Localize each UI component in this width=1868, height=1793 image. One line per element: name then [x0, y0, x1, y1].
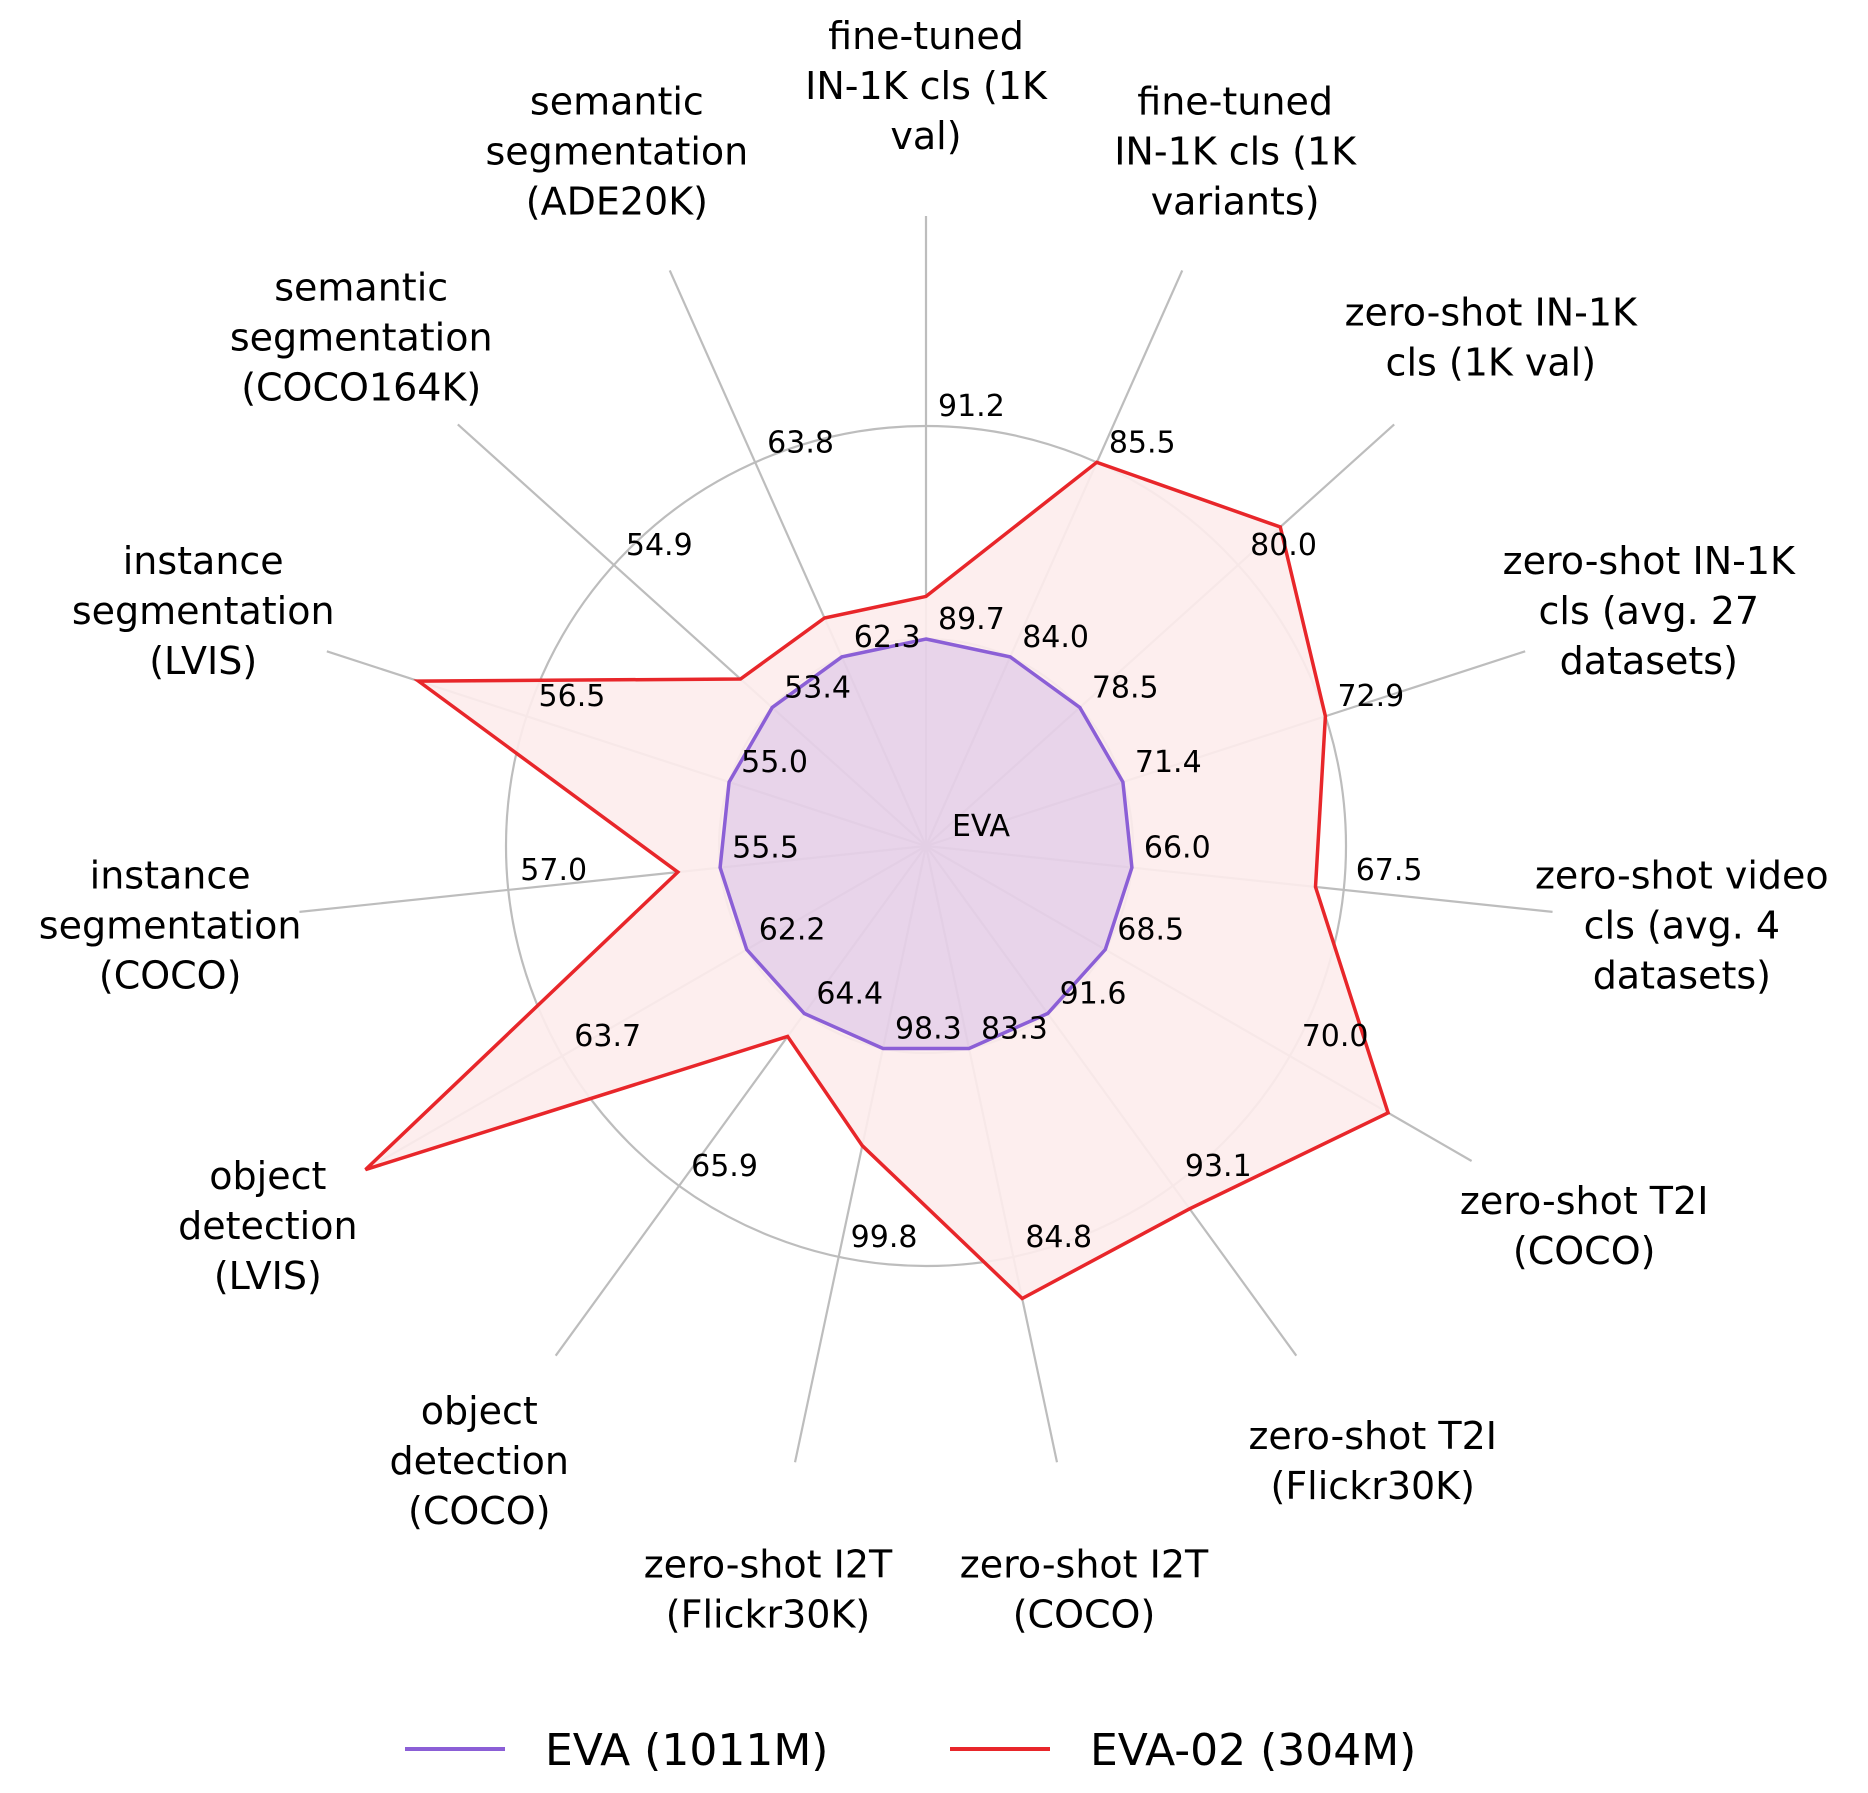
tick-label-outer-5: 67.5: [1356, 853, 1423, 888]
axis-label-10: object detection (COCO): [390, 1389, 569, 1533]
axis-label-line: (COCO): [1013, 1592, 1156, 1636]
axis-label-line: cls (avg. 27: [1539, 589, 1760, 633]
tick-label-inner-2: 84.0: [1022, 620, 1089, 655]
axis-label-line: zero-shot video: [1535, 853, 1829, 897]
axis-label-line: (COCO164K): [241, 365, 481, 409]
tick-label-outer-2: 85.5: [1109, 425, 1176, 460]
axis-label-line: object: [209, 1154, 326, 1198]
tick-label-outer-15: 63.8: [767, 425, 834, 460]
center-label: EVA: [952, 809, 1011, 844]
tick-label-outer-7: 93.1: [1185, 1149, 1252, 1184]
tick-label-outer-8: 84.8: [1025, 1220, 1092, 1255]
tick-label-inner-7: 91.6: [1060, 976, 1127, 1011]
tick-label-outer-4: 72.9: [1337, 679, 1404, 714]
tick-label-outer-1: 91.2: [938, 389, 1005, 424]
tick-label-inner-3: 78.5: [1092, 670, 1159, 705]
axis-label-line: zero-shot IN-1K: [1345, 290, 1638, 334]
axis-label-line: semantic: [274, 265, 448, 309]
tick-label-outer-3: 80.0: [1250, 528, 1317, 563]
tick-label-inner-13: 55.0: [741, 745, 808, 780]
tick-label-outer-12: 57.0: [520, 853, 587, 888]
axis-label-7: zero-shot T2I (Flickr30K): [1248, 1414, 1496, 1508]
axis-label-line: zero-shot T2I: [1460, 1179, 1708, 1223]
axis-label-line: val): [890, 114, 961, 158]
axis-label-line: semantic: [530, 80, 704, 124]
axis-label-line: object: [421, 1389, 538, 1433]
tick-label-inner-6: 68.5: [1117, 913, 1184, 948]
tick-label-inner-5: 66.0: [1144, 831, 1211, 866]
axis-label-13: instance segmentation (LVIS): [72, 539, 335, 683]
axis-label-line: detection: [390, 1439, 569, 1483]
axis-label-line: segmentation: [230, 315, 493, 359]
axis-label-line: (COCO): [408, 1489, 551, 1533]
tick-label-inner-10: 64.4: [816, 976, 883, 1011]
legend: EVA (1011M) EVA-02 (304M): [405, 1725, 1416, 1776]
axis-label-15: semantic segmentation (ADE20K): [485, 80, 748, 224]
axis-label-2: fine-tuned IN-1K cls (1K variants): [1114, 80, 1357, 224]
legend-label-eva02: EVA-02 (304M): [1090, 1725, 1416, 1776]
series-line-eva02: [364, 460, 1391, 1301]
tick-label-outer-10: 65.9: [691, 1149, 758, 1184]
legend-label-eva: EVA (1011M): [545, 1725, 828, 1776]
tick-label-outer-13: 56.5: [539, 679, 606, 714]
axis-label-line: cls (1K val): [1386, 340, 1596, 384]
tick-label-inner-14: 53.4: [784, 670, 851, 705]
axis-label-line: (COCO): [99, 953, 242, 997]
axis-label-line: segmentation: [39, 903, 302, 947]
axis-label-4: zero-shot IN-1K cls (avg. 27 datasets): [1503, 539, 1796, 683]
tick-label-inner-11: 62.2: [759, 913, 826, 948]
axis-label-1: fine-tuned IN-1K cls (1K val): [805, 14, 1048, 158]
radar-axis-labels: fine-tuned IN-1K cls (1K val) fine-tuned IN-…: [39, 14, 1829, 1636]
axis-label-line: IN-1K cls (1K: [1114, 130, 1357, 174]
tick-label-inner-1: 89.7: [938, 602, 1005, 637]
radar-tick-labels: 89.7 91.2 84.0 85.5 78.5 80.0 71.4 72.9 66.0 67.5…: [520, 389, 1422, 1255]
axis-label-line: (COCO): [1513, 1229, 1656, 1273]
axis-label-14: semantic segmentation (COCO164K): [230, 265, 493, 409]
series-area-eva02: [365, 462, 1389, 1299]
axis-label-line: segmentation: [72, 589, 335, 633]
axis-label-6: zero-shot T2I (COCO): [1460, 1179, 1708, 1273]
tick-label-inner-9: 98.3: [895, 1011, 962, 1046]
axis-label-line: fine-tuned: [1137, 80, 1333, 124]
axis-label-3: zero-shot IN-1K cls (1K val): [1345, 290, 1638, 384]
axis-label-line: fine-tuned: [828, 14, 1024, 58]
axis-label-line: zero-shot IN-1K: [1503, 539, 1796, 583]
axis-label-line: datasets): [1560, 639, 1738, 683]
axis-label-line: datasets): [1593, 953, 1771, 997]
axis-label-11: object detection (LVIS): [178, 1154, 357, 1298]
axis-label-line: segmentation: [485, 130, 748, 174]
tick-label-inner-8: 83.3: [981, 1011, 1048, 1046]
axis-label-line: (LVIS): [214, 1254, 322, 1298]
tick-label-outer-11: 63.7: [574, 1019, 641, 1054]
tick-label-inner-15: 62.3: [854, 620, 921, 655]
tick-label-outer-9: 99.8: [851, 1220, 918, 1255]
axis-label-line: (ADE20K): [526, 180, 708, 224]
axis-label-line: zero-shot T2I: [1248, 1414, 1496, 1458]
axis-label-line: detection: [178, 1204, 357, 1248]
series-area-eva: [720, 639, 1132, 1049]
axis-label-line: (LVIS): [149, 639, 257, 683]
axis-label-12: instance segmentation (COCO): [39, 853, 302, 997]
axis-label-line: cls (avg. 4: [1584, 903, 1780, 947]
radar-series: [364, 460, 1391, 1301]
axis-label-5: zero-shot video cls (avg. 4 datasets): [1535, 853, 1829, 997]
axis-label-8: zero-shot I2T (COCO): [960, 1542, 1209, 1636]
series-line-eva: [718, 637, 1134, 1051]
tick-label-inner-12: 55.5: [732, 831, 799, 866]
axis-label-line: (Flickr30K): [666, 1592, 870, 1636]
tick-label-outer-14: 54.9: [626, 528, 693, 563]
axis-label-line: zero-shot I2T: [960, 1542, 1209, 1586]
axis-label-line: variants): [1151, 180, 1320, 224]
tick-label-inner-4: 71.4: [1135, 745, 1202, 780]
axis-label-line: instance: [90, 853, 251, 897]
axis-label-line: zero-shot I2T: [644, 1542, 893, 1586]
axis-label-line: instance: [123, 539, 284, 583]
axis-label-line: IN-1K cls (1K: [805, 64, 1048, 108]
tick-label-outer-6: 70.0: [1302, 1019, 1369, 1054]
axis-label-line: (Flickr30K): [1271, 1464, 1475, 1508]
axis-label-9: zero-shot I2T (Flickr30K): [644, 1542, 893, 1636]
